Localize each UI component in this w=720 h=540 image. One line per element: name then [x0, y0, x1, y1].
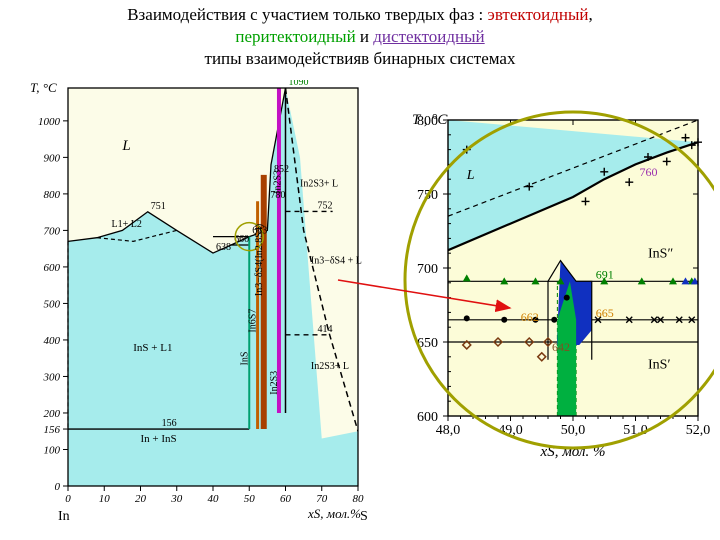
svg-text:642: 642	[552, 340, 570, 354]
svg-text:In3−δS4 + L: In3−δS4 + L	[311, 255, 362, 266]
svg-text:800: 800	[44, 189, 61, 201]
title-and: и	[356, 27, 374, 46]
svg-text:0: 0	[55, 481, 61, 493]
svg-text:In3−δS4(In2.8S4): In3−δS4(In2.8S4)	[254, 224, 265, 296]
svg-text:In: In	[58, 509, 70, 520]
svg-text:600: 600	[44, 262, 61, 274]
svg-text:751: 751	[151, 201, 166, 212]
svg-text:40: 40	[208, 493, 220, 505]
title-line2: типы взаимодействияв бинарных системах	[205, 49, 516, 68]
svg-text:900: 900	[44, 152, 61, 164]
svg-text:30: 30	[170, 493, 183, 505]
svg-text:L1+ L2: L1+ L2	[112, 219, 142, 230]
svg-text:InS: InS	[239, 352, 250, 366]
svg-text:760: 760	[640, 165, 658, 179]
svg-text:In2S3: In2S3	[269, 371, 280, 395]
left-phase-diagram: 0102030405060708001001562003004005006007…	[20, 80, 380, 520]
svg-text:700: 700	[417, 262, 438, 277]
svg-text:In2S3+ L: In2S3+ L	[311, 361, 349, 372]
svg-text:60: 60	[280, 493, 292, 505]
svg-text:20: 20	[135, 493, 147, 505]
left-x-axis-label: xS, мол.%	[307, 506, 361, 520]
right-phase-diagram: 48,049,050,051,052,0600650700750800T , °…	[392, 110, 714, 480]
svg-text:InS″: InS″	[648, 247, 673, 262]
svg-text:665: 665	[596, 306, 614, 320]
page-title: Взаимодействия с участием только твердых…	[0, 4, 720, 70]
svg-text:500: 500	[44, 298, 61, 310]
svg-text:In6S7: In6S7	[248, 309, 259, 333]
svg-text:100: 100	[44, 444, 61, 456]
svg-text:50,0: 50,0	[561, 423, 586, 438]
svg-text:300: 300	[43, 371, 61, 383]
svg-text:L: L	[466, 168, 475, 183]
svg-text:70: 70	[316, 493, 328, 505]
svg-text:156: 156	[44, 424, 61, 436]
svg-text:80: 80	[353, 493, 365, 505]
svg-text:48,0: 48,0	[436, 423, 461, 438]
peritectoid-term: перитектоидный	[235, 27, 355, 46]
svg-text:InS′: InS′	[648, 358, 671, 373]
svg-text:L: L	[121, 138, 130, 154]
svg-text:414: 414	[318, 324, 333, 335]
left-chart-svg: 0102030405060708001001562003004005006007…	[20, 80, 380, 520]
svg-text:10: 10	[99, 493, 111, 505]
svg-text:InS + L1: InS + L1	[133, 342, 172, 354]
svg-text:In2S3: In2S3	[273, 170, 284, 194]
eutectoid-term: эвтектоидный	[488, 5, 589, 24]
svg-text:752: 752	[318, 200, 333, 211]
svg-text:638: 638	[216, 242, 231, 253]
svg-text:200: 200	[44, 408, 61, 420]
svg-text:1000: 1000	[38, 116, 61, 128]
svg-text:0: 0	[65, 493, 71, 505]
svg-text:T , °C: T , °C	[412, 112, 448, 128]
svg-text:50: 50	[244, 493, 256, 505]
svg-text:In + InS: In + InS	[141, 433, 177, 445]
svg-text:600: 600	[417, 410, 438, 425]
svg-text:156: 156	[162, 418, 177, 429]
svg-text:In2S3+ L: In2S3+ L	[300, 179, 338, 190]
left-y-axis-label: T, °C	[30, 80, 57, 95]
svg-text:700: 700	[44, 225, 61, 237]
svg-text:662: 662	[521, 310, 539, 324]
svg-text:400: 400	[44, 335, 61, 347]
title-comma: ,	[589, 5, 593, 24]
svg-text:1090: 1090	[289, 80, 309, 88]
title-text: Взаимодействия с участием только твердых…	[127, 5, 487, 24]
right-chart-svg: 48,049,050,051,052,0600650700750800T , °…	[392, 110, 714, 480]
svg-text:S: S	[360, 509, 368, 520]
svg-text:691: 691	[596, 267, 614, 281]
distectoid-term: дистектоидный	[373, 27, 484, 46]
svg-text:52,0: 52,0	[686, 423, 711, 438]
